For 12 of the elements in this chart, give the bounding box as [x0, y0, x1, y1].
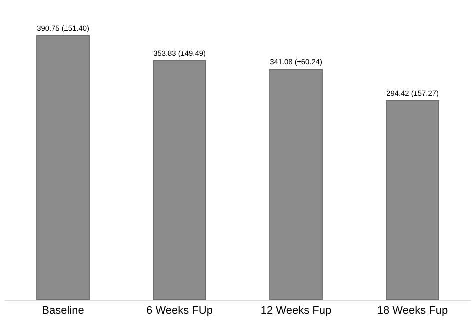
bar	[270, 68, 323, 300]
x-tick-label: 12 Weeks Fup	[260, 305, 332, 318]
data-label: 390.75 (±51.40)	[37, 24, 90, 33]
data-label: 294.42 (±57.27)	[386, 88, 440, 98]
data-label: 353.83 (±49.49)	[154, 48, 206, 58]
x-tick-label: 6 Weeks FUp	[146, 305, 213, 318]
bar	[386, 100, 440, 300]
x-tick-label: 18 Weeks Fup	[377, 305, 448, 318]
bar	[36, 35, 90, 300]
bar	[153, 60, 206, 300]
data-label: 341.08 (±60.24)	[270, 57, 323, 66]
x-tick-label: Baseline	[42, 305, 84, 318]
